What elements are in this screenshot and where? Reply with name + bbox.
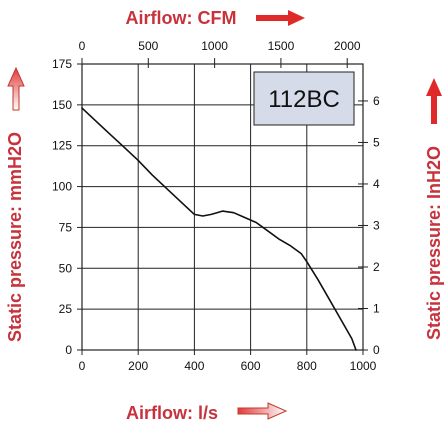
- right-tick-label: 6: [373, 94, 380, 108]
- right-tick-label: 4: [373, 177, 380, 191]
- top-tick-label: 0: [79, 39, 86, 53]
- right-axis-title: Static pressure: InH2O: [424, 146, 444, 340]
- right-tick-label: 5: [373, 135, 380, 149]
- left-tick-label: 150: [52, 98, 72, 112]
- right-tick-label: 2: [373, 260, 380, 274]
- left-axis-title: Static pressure: mmH2O: [5, 132, 25, 342]
- arrow-up-icon: [8, 68, 24, 110]
- left-tick-label: 75: [59, 220, 73, 234]
- top-tick-label: 2000: [334, 39, 361, 53]
- bottom-tick-label: 1000: [350, 359, 377, 373]
- right-tick-label: 0: [373, 343, 380, 357]
- left-tick-label: 50: [59, 261, 73, 275]
- top-tick-label: 1500: [268, 39, 295, 53]
- bottom-tick-label: 600: [241, 359, 261, 373]
- right-tick-label: 3: [373, 218, 380, 232]
- top-tick-label: 500: [138, 39, 158, 53]
- model-label: 112BC: [268, 86, 340, 113]
- bottom-tick-label: 200: [128, 359, 148, 373]
- bottom-tick-label: 800: [297, 359, 317, 373]
- left-tick-label: 100: [52, 180, 72, 194]
- left-tick-label: 175: [52, 57, 72, 71]
- top-axis-title: Airflow: CFM: [126, 8, 237, 28]
- bottom-axis-title: Airflow: l/s: [126, 403, 218, 423]
- left-tick-label: 125: [52, 139, 72, 153]
- bottom-tick-label: 400: [184, 359, 204, 373]
- arrow-right-icon: [238, 403, 286, 419]
- right-tick-label: 1: [373, 301, 380, 315]
- arrow-right-icon: [256, 10, 305, 26]
- bottom-tick-label: 0: [79, 359, 86, 373]
- model-label-box: 112BC: [254, 72, 354, 125]
- left-tick-label: 25: [59, 302, 73, 316]
- left-tick-label: 0: [65, 343, 72, 357]
- right-axis-title-group: Static pressure: InH2O: [424, 146, 444, 340]
- top-tick-label: 1000: [201, 39, 228, 53]
- left-axis-title-group: Static pressure: mmH2O: [5, 132, 25, 342]
- arrow-up-icon: [426, 78, 442, 124]
